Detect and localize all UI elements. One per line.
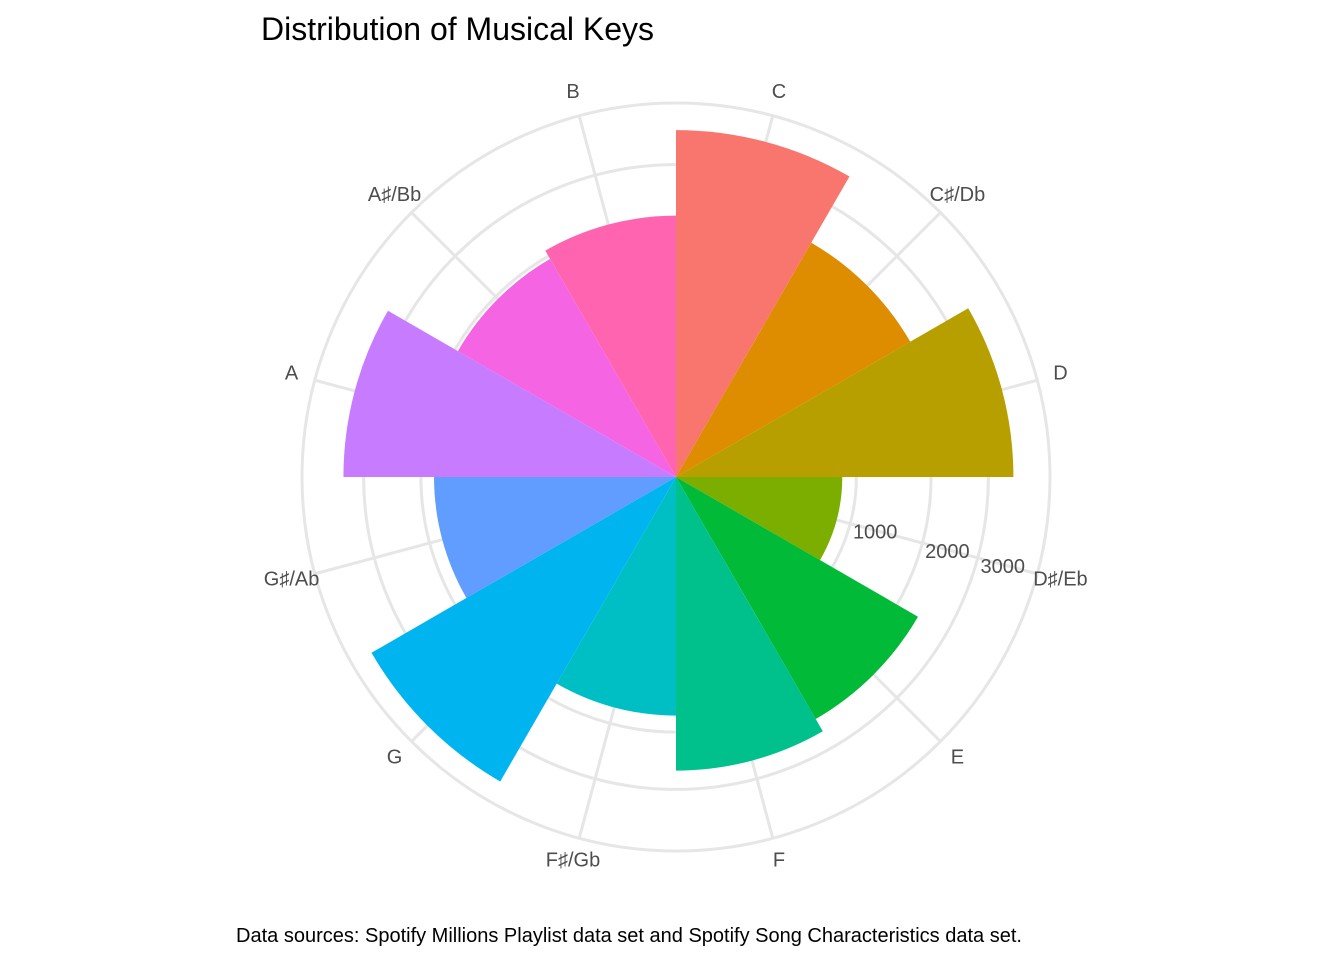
category-label: B (566, 81, 579, 103)
radial-tick-label: 3000 (980, 556, 1025, 578)
bar-8 (434, 477, 676, 598)
radial-tick-label: 1000 (853, 522, 898, 544)
category-label: F (773, 850, 785, 872)
category-label: D♯/Eb (1033, 568, 1087, 590)
bar-2 (676, 308, 1014, 477)
bar-9 (343, 310, 676, 477)
category-label: A♯/Bb (368, 184, 421, 206)
bar-4 (676, 477, 918, 719)
grid-ring-outer (300, 101, 1052, 853)
category-label: E (951, 747, 964, 769)
category-label: C♯/Db (930, 184, 986, 206)
category-label: G (387, 747, 403, 769)
category-label: C (772, 81, 786, 103)
category-label: G♯/Ab (264, 568, 320, 590)
chart-caption: Data sources: Spotify Millions Playlist … (236, 925, 1022, 947)
bar-0 (676, 130, 850, 477)
bar-7 (371, 477, 676, 782)
bar-layer (343, 130, 1014, 782)
radial-tick-label: 2000 (925, 541, 970, 563)
category-label: F♯/Gb (546, 850, 600, 872)
chart-title: Distribution of Musical Keys (261, 11, 654, 47)
radial-tick-layer: 1000 2000 3000 (853, 522, 1025, 578)
bar-10 (457, 258, 676, 477)
bar-11 (545, 215, 676, 477)
bar-5 (676, 477, 823, 771)
bar-6 (556, 477, 676, 716)
bar-1 (676, 242, 911, 477)
category-label-layer: C C♯/Db D D♯/Eb E F F♯/Gb G G♯/Ab A A♯/Bb B (264, 81, 1088, 872)
category-label: A (285, 362, 299, 384)
category-label: D (1053, 362, 1067, 384)
bar-3 (676, 477, 843, 561)
